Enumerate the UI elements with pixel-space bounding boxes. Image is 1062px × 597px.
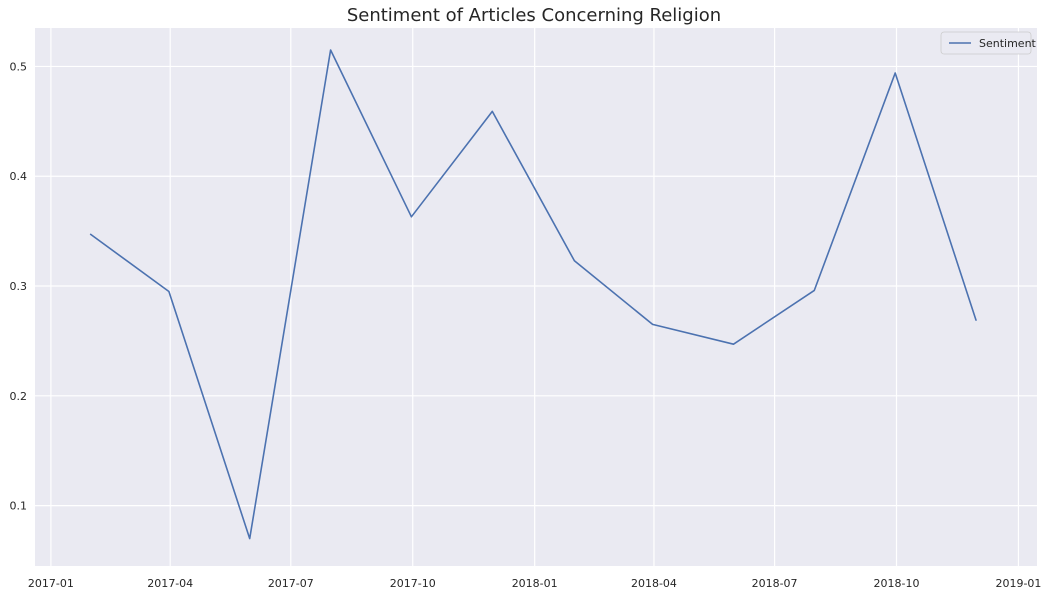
grid-lines	[35, 28, 1037, 566]
y-tick-label: 0.5	[10, 60, 28, 73]
chart-title: Sentiment of Articles Concerning Religio…	[347, 5, 721, 26]
y-tick-label: 0.3	[10, 280, 28, 293]
y-tick-label: 0.2	[10, 390, 28, 403]
x-tick-label: 2018-07	[752, 577, 798, 590]
x-tick-label: 2017-10	[390, 577, 436, 590]
axis-ticks: 2017-01 2017-04 2017-07 2017-10 2018-01 2018-…	[10, 60, 1042, 590]
legend-box	[940, 31, 1032, 55]
x-tick-label: 2017-04	[147, 577, 193, 590]
y-tick-label: 0.1	[10, 500, 28, 513]
plot-area	[35, 28, 1037, 566]
y-tick-label: 0.4	[10, 170, 28, 183]
x-tick-label: 2018-01	[512, 577, 558, 590]
x-tick-label: 2017-07	[268, 577, 314, 590]
x-tick-label: 2018-10	[874, 577, 920, 590]
x-tick-label: 2019-01	[995, 577, 1041, 590]
x-tick-label: 2018-04	[631, 577, 677, 590]
legend-label-sentiment: Sentiment	[979, 37, 1037, 50]
series-layer	[89, 49, 977, 540]
legend: Sentiment	[940, 31, 1037, 55]
x-tick-label: 2017-01	[28, 577, 74, 590]
series-line-sentiment	[89, 49, 977, 540]
